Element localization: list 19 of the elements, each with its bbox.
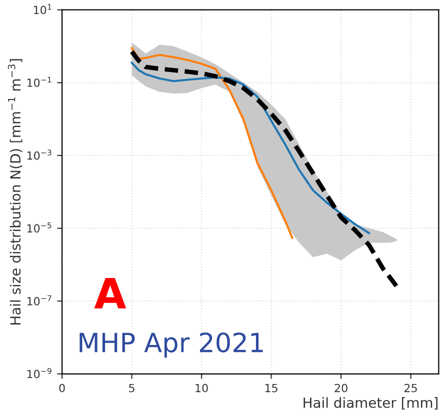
y-tick-label: 10$^{−7}$ <box>27 295 52 306</box>
y-tick-label: 10$^{−3}$ <box>27 150 52 160</box>
y-axis-title: Hail size distribution N(D) [mm$^{−1}$ m$^{−3}$] <box>8 59 22 324</box>
line-series <box>130 47 294 239</box>
line-series <box>130 62 370 234</box>
x-axis-title: Hail diameter [mm] <box>304 397 438 410</box>
x-tick-label: 25 <box>404 384 417 392</box>
y-tick-label: 10$^{1}$ <box>34 4 52 14</box>
x-tick-label: 5 <box>129 384 134 392</box>
x-tick-label: 20 <box>334 384 348 392</box>
y-tick-label: 10$^{−5}$ <box>27 222 52 233</box>
line-series <box>130 49 400 289</box>
y-tick-label: 10$^{−1}$ <box>27 76 52 87</box>
annotation: MHP Apr 2021 <box>80 332 263 358</box>
x-tick-label: 0 <box>59 384 65 392</box>
y-tick-label: 10$^{−9}$ <box>27 368 52 378</box>
x-tick-label: 15 <box>265 384 278 392</box>
x-tick-label: 10 <box>196 384 208 392</box>
annotation: A <box>94 278 126 308</box>
